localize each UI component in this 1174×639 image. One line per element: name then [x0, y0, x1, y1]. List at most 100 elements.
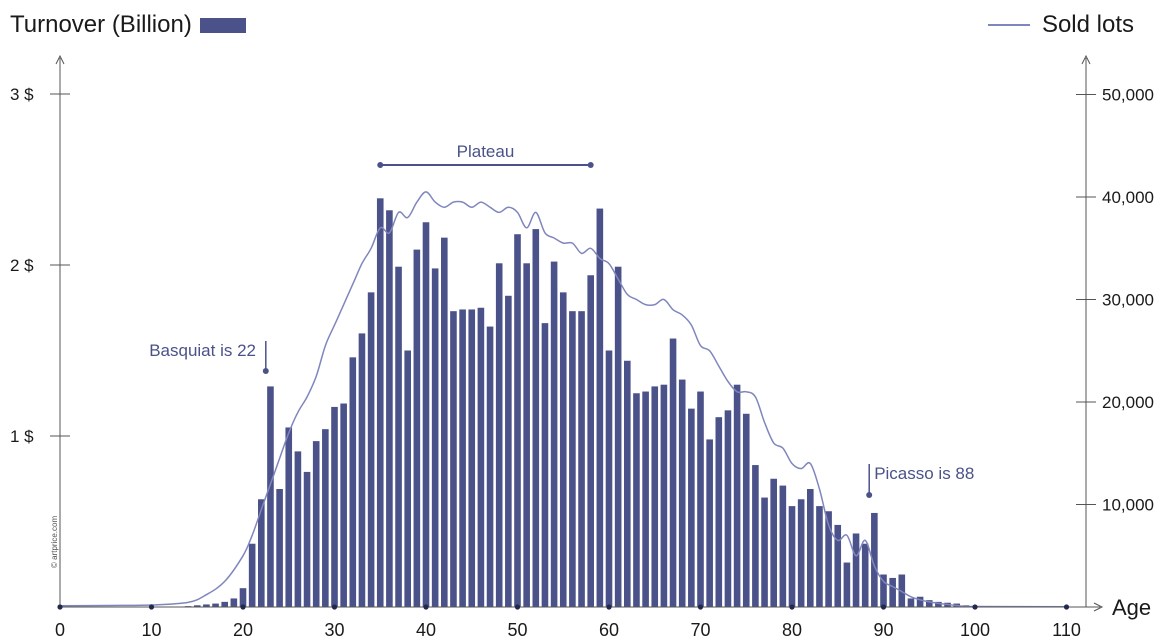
bar: [248, 543, 256, 607]
bar: [477, 307, 485, 607]
bar: [825, 511, 832, 607]
bar: [550, 261, 558, 607]
bar: [505, 295, 512, 607]
bar: [340, 403, 347, 607]
x-axis-arrow: [1093, 602, 1104, 612]
bar: [267, 386, 274, 607]
legend-turnover: Turnover (Billion): [10, 11, 246, 39]
right-tick-label: 20,000: [1102, 393, 1154, 412]
bar: [843, 562, 851, 607]
x-tick-label: 70: [690, 620, 710, 639]
bar: [285, 427, 293, 607]
bar: [624, 360, 631, 607]
bar: [651, 386, 659, 607]
bar: [221, 601, 228, 607]
x-tick-label: 10: [141, 620, 161, 639]
bar: [468, 309, 476, 607]
x-tick-label: 0: [55, 620, 65, 639]
bar: [358, 333, 366, 607]
bar: [395, 266, 402, 607]
bar: [431, 268, 439, 607]
bar: [450, 311, 457, 607]
x-tick-label: 110: [1052, 620, 1081, 639]
left-tick-label: 3 $: [10, 85, 34, 104]
bar: [697, 391, 704, 607]
bar: [303, 471, 311, 607]
plateau-end-dot: [587, 162, 594, 168]
x-tick-dot: [57, 604, 63, 610]
bar: [486, 326, 494, 607]
picasso-marker-dot: [866, 492, 873, 498]
bar: [569, 311, 576, 607]
bar: [688, 408, 695, 607]
bar: [367, 292, 375, 607]
bar: [495, 263, 503, 607]
x-tick-dot: [148, 604, 155, 610]
bar: [642, 391, 649, 607]
x-tick-label: 50: [507, 620, 527, 639]
x-tick-label: 30: [324, 620, 344, 639]
bar: [541, 323, 549, 607]
bar: [880, 574, 887, 607]
x-tick-label: 40: [416, 620, 436, 639]
bar: [230, 598, 238, 607]
bar: [779, 485, 787, 607]
x-tick-dot: [789, 604, 795, 610]
bar: [532, 229, 540, 607]
left-tick-label: 2 $: [10, 256, 34, 275]
right-tick-label: 30,000: [1102, 291, 1154, 310]
basquiat-label: Basquiat is 22: [149, 341, 256, 360]
bar: [889, 577, 896, 607]
legend-turnover-swatch: [199, 17, 246, 33]
bar: [797, 499, 805, 607]
bar: [614, 266, 622, 607]
bar: [715, 417, 723, 607]
bar: [413, 249, 421, 608]
bar: [834, 524, 842, 607]
legend-sold-lots-label: Sold lots: [1041, 11, 1134, 38]
bar: [605, 350, 613, 607]
bar: [386, 210, 393, 607]
bar: [376, 198, 384, 607]
sold-lots-line: [59, 191, 1067, 608]
x-tick-dot: [1063, 604, 1070, 610]
bar: [742, 413, 750, 607]
plateau-label: Plateau: [457, 142, 515, 161]
x-tick-label: 20: [233, 620, 253, 639]
bar: [706, 439, 713, 607]
bar: [596, 208, 604, 607]
x-axis-label: Age: [1112, 595, 1151, 620]
right-tick-label: 40,000: [1102, 188, 1154, 207]
bar: [258, 499, 265, 607]
bar: [212, 603, 219, 607]
legend-sold-lots-swatch: [987, 24, 1030, 26]
bar: [331, 406, 338, 607]
bar: [724, 410, 732, 607]
picasso-label: Picasso is 88: [874, 464, 974, 483]
right-tick-label: 10,000: [1102, 496, 1154, 515]
left-tick-label: 1 $: [10, 427, 34, 446]
bar: [807, 489, 814, 607]
x-tick-label: 100: [960, 620, 990, 639]
bar: [816, 506, 823, 607]
bar: [523, 263, 530, 607]
bar: [422, 222, 430, 607]
bar: [633, 393, 640, 607]
x-tick-dot: [331, 604, 338, 610]
bar: [678, 379, 686, 607]
bar: [312, 441, 320, 607]
left-axis-arrow: [55, 54, 65, 65]
bar: [587, 275, 594, 607]
bar: [788, 506, 796, 607]
bar: [935, 601, 942, 607]
x-tick-dot: [423, 604, 429, 610]
bar: [660, 384, 668, 607]
x-tick-label: 80: [782, 620, 802, 639]
bar: [322, 429, 329, 607]
bar: [276, 489, 283, 607]
bar: [239, 588, 247, 607]
bar: [559, 292, 567, 607]
bar: [770, 478, 777, 607]
bar: [916, 596, 924, 607]
